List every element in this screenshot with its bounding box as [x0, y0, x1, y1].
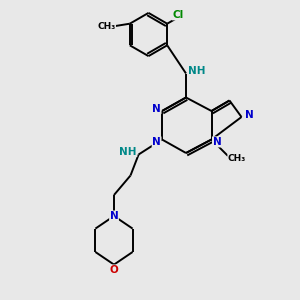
Text: NH: NH [119, 146, 137, 157]
Text: N: N [110, 211, 118, 221]
Text: O: O [110, 265, 118, 275]
Text: N: N [152, 137, 161, 147]
Text: CH₃: CH₃ [228, 154, 246, 163]
Text: N: N [152, 103, 161, 114]
Text: CH₃: CH₃ [97, 22, 116, 31]
Text: N: N [212, 137, 221, 147]
Text: NH: NH [188, 66, 205, 76]
Text: Cl: Cl [172, 10, 183, 20]
Text: N: N [244, 110, 253, 120]
